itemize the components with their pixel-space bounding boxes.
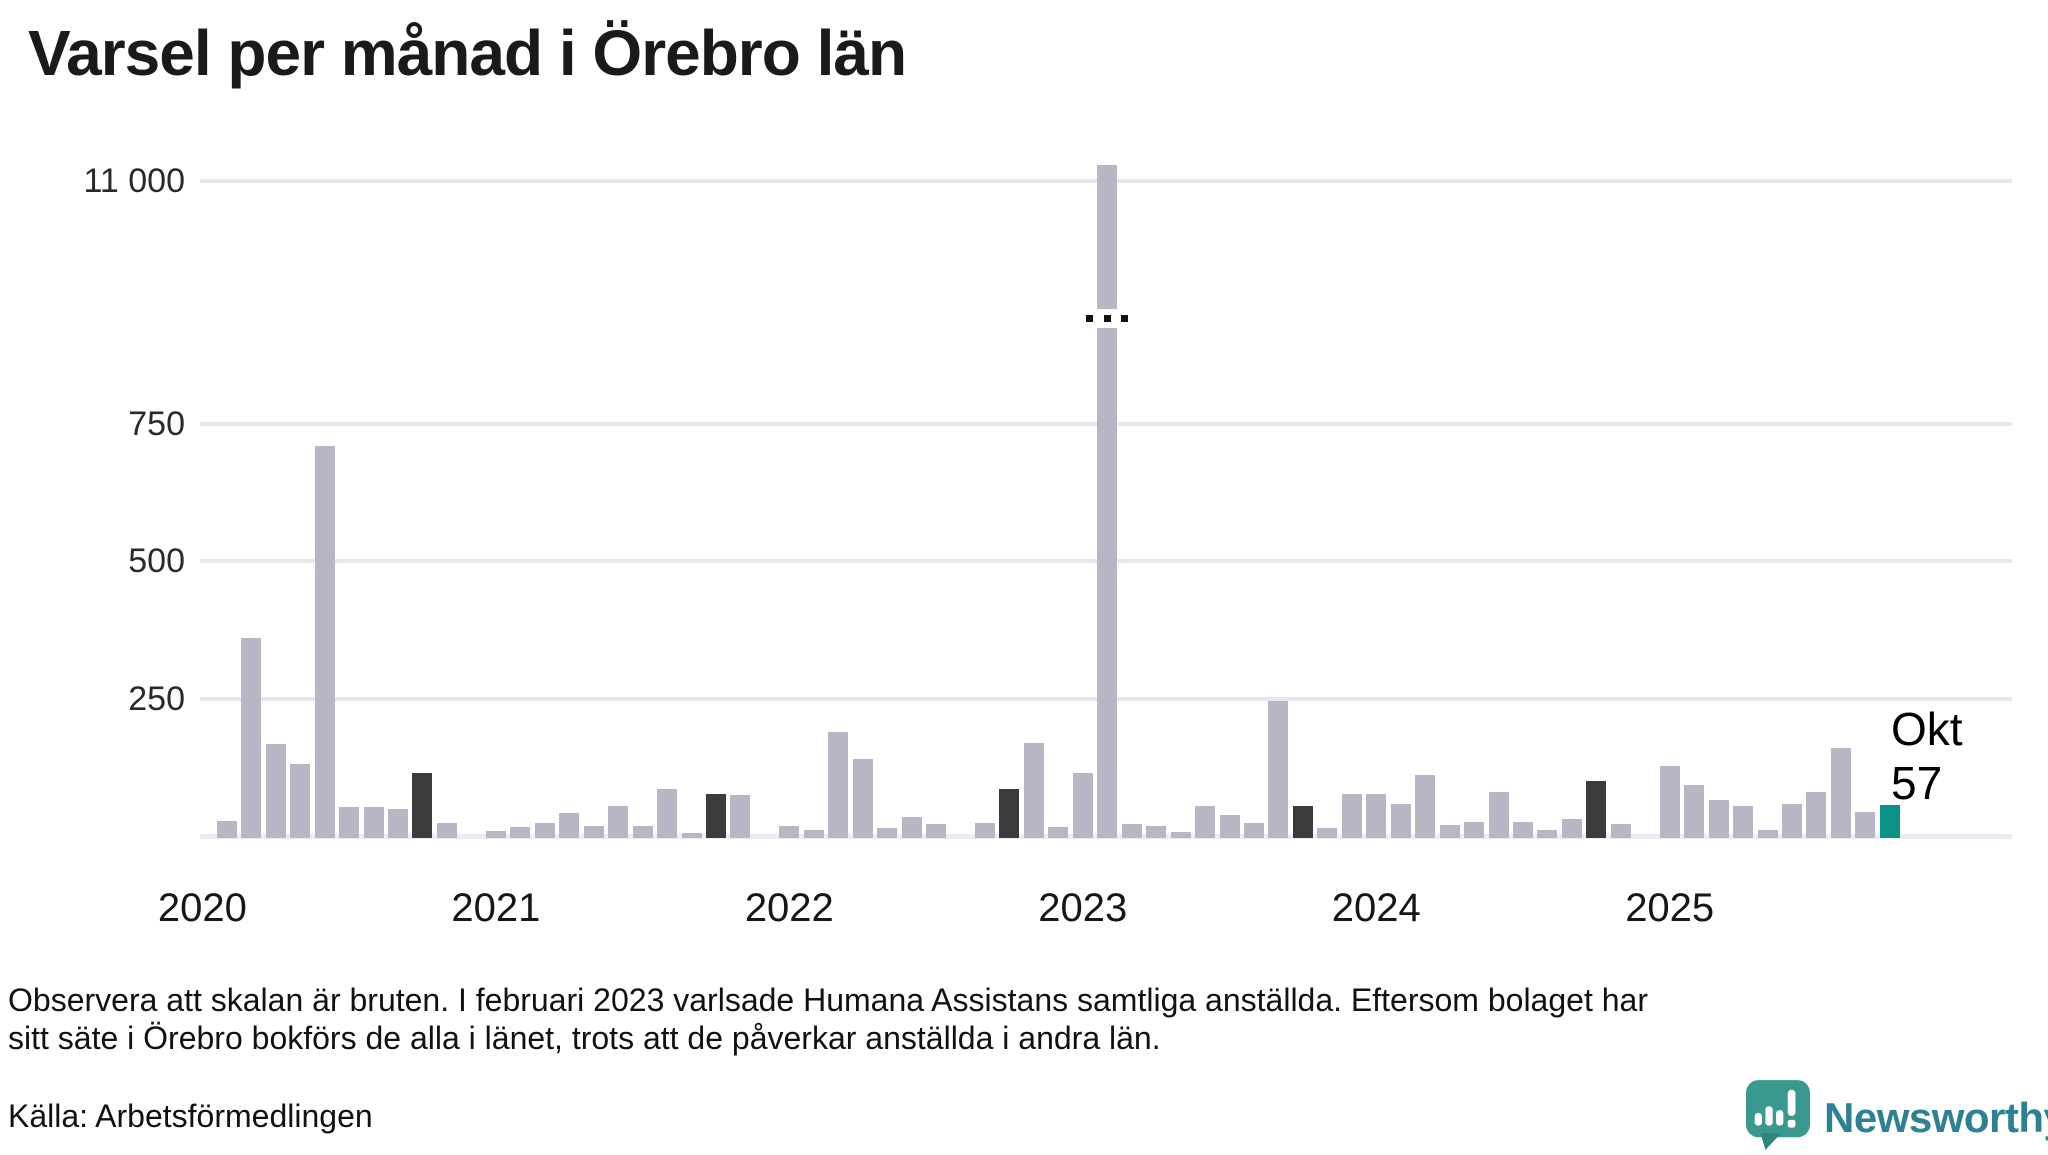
bar	[485, 831, 506, 838]
footnote-line-2: sitt säte i Örebro bokförs de alla i län…	[8, 1020, 1161, 1056]
bar	[608, 806, 629, 838]
bar	[1512, 821, 1533, 838]
bar	[877, 828, 898, 838]
y-axis-label: 250	[128, 679, 185, 718]
bar	[1781, 804, 1802, 838]
bar	[1390, 804, 1411, 838]
bar	[339, 806, 360, 838]
bar	[779, 826, 800, 838]
bar	[388, 808, 409, 838]
bar	[1219, 815, 1240, 838]
source-label: Källa: Arbetsförmedlingen	[8, 1098, 373, 1134]
bar	[363, 806, 384, 838]
y-axis-label: 750	[128, 405, 185, 444]
bar	[852, 758, 873, 838]
bar	[1561, 818, 1582, 838]
year-label: 2024	[1331, 886, 1421, 930]
bar	[1757, 829, 1778, 838]
newsworthy-logo: Newsworthy	[1746, 1080, 2048, 1155]
bar	[828, 731, 849, 838]
bar-highlighted-dark	[412, 773, 433, 838]
bar	[1415, 775, 1436, 838]
bar	[926, 824, 947, 838]
bar	[1243, 823, 1264, 838]
bar	[1072, 772, 1093, 838]
bar	[1610, 824, 1631, 838]
bar	[1733, 806, 1754, 838]
bar	[1366, 794, 1387, 838]
year-label: 2023	[1038, 886, 1128, 930]
bar	[290, 764, 311, 838]
bar	[632, 825, 653, 838]
y-axis-label: 11 000	[83, 161, 185, 200]
bar	[1537, 829, 1558, 838]
year-label: 2022	[744, 886, 834, 930]
scale-break-dots	[1103, 315, 1111, 322]
bar	[241, 638, 262, 838]
bar	[216, 820, 237, 838]
bar	[436, 823, 457, 838]
bar	[681, 833, 702, 838]
current-month-annotation: Okt 57	[1891, 702, 1963, 810]
bar	[265, 743, 286, 838]
bar	[1170, 832, 1191, 838]
footnote-line-1: Observera att skalan är bruten. I februa…	[8, 982, 1648, 1018]
bar	[583, 826, 604, 838]
bar	[730, 795, 751, 838]
bar	[1684, 784, 1705, 838]
newsworthy-logo-icon	[1746, 1080, 1810, 1155]
bar-highlighted-dark	[999, 788, 1020, 838]
newsworthy-logo-text: Newsworthy	[1824, 1093, 2048, 1141]
bar-highlighted-dark	[1292, 806, 1313, 838]
bar	[1855, 811, 1876, 838]
bar	[803, 829, 824, 838]
bar	[901, 816, 922, 838]
bar	[1488, 792, 1509, 838]
bar	[1439, 825, 1460, 838]
bar	[1146, 826, 1167, 838]
bar	[1708, 799, 1729, 838]
bar	[1806, 791, 1827, 838]
bar	[510, 827, 531, 838]
page-title: Varsel per månad i Örebro län	[28, 17, 907, 89]
bar-current-teal	[1879, 804, 1900, 838]
bar	[1048, 826, 1069, 838]
bar	[1464, 822, 1485, 838]
bar	[314, 446, 335, 838]
y-axis-label: 500	[128, 542, 185, 581]
bar	[1341, 793, 1362, 838]
scale-break-dots	[1121, 315, 1129, 322]
bar	[1659, 766, 1680, 838]
bar-highlighted-dark	[705, 793, 726, 838]
annotation-month: Okt	[1891, 703, 1963, 755]
bar	[1097, 165, 1118, 838]
year-label: 2021	[451, 886, 541, 930]
year-label: 2025	[1625, 886, 1715, 930]
bar	[1830, 748, 1851, 838]
bar-highlighted-dark	[1586, 781, 1607, 838]
bar	[559, 812, 580, 838]
scale-break-dots	[1086, 315, 1094, 322]
bar	[1023, 742, 1044, 838]
annotation-value: 57	[1891, 757, 1943, 809]
bar	[1317, 828, 1338, 838]
footnote: Observera att skalan är bruten. I februa…	[8, 981, 1648, 1057]
bar	[657, 789, 678, 838]
bar	[974, 822, 995, 838]
bar	[1121, 823, 1142, 838]
bar	[534, 822, 555, 838]
bar	[1195, 806, 1216, 838]
bar	[1268, 701, 1289, 838]
year-label: 2020	[157, 886, 247, 930]
